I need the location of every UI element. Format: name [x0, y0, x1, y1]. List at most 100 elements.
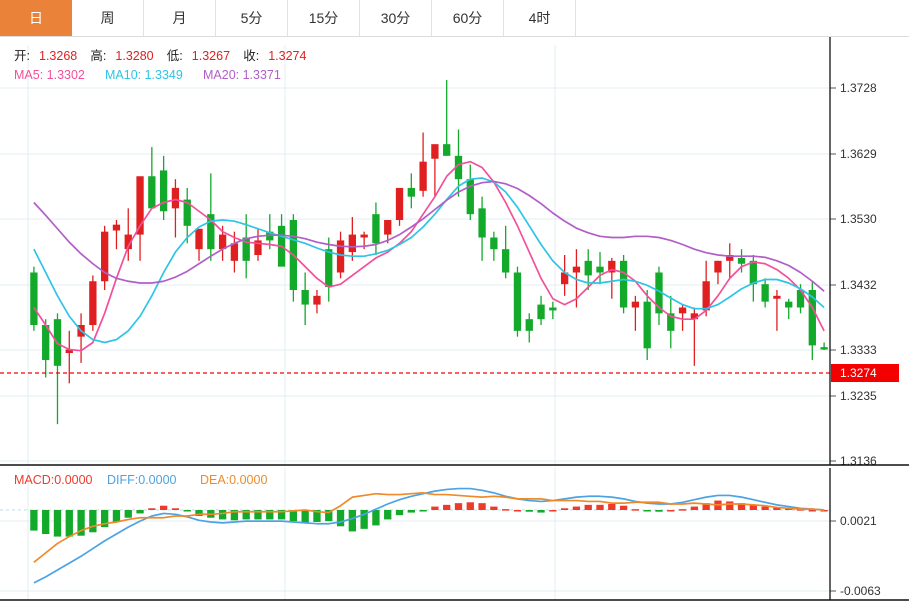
macd-bar	[820, 510, 828, 512]
macd-bar	[690, 506, 699, 510]
ma-legend-ma10: MA10: 1.3349	[105, 68, 183, 82]
macd-bar	[431, 506, 439, 510]
macd-bar	[101, 510, 109, 528]
candle-body	[808, 290, 816, 346]
ma-legend-ma5: MA5: 1.3302	[14, 68, 85, 82]
candle-body	[560, 272, 569, 285]
macd-bar	[454, 503, 463, 510]
tab-5min[interactable]: 5分	[216, 0, 288, 36]
macd-bar	[584, 504, 592, 510]
macd-bar	[195, 510, 203, 516]
candle-body	[348, 234, 356, 253]
candle-body	[690, 313, 699, 320]
ohlc-legend-low-label: 低:	[167, 49, 183, 63]
candle-body	[596, 266, 604, 273]
macd-bar	[596, 504, 604, 510]
macd-bar	[761, 506, 769, 510]
macd-bar	[372, 510, 380, 526]
candle-body	[112, 224, 121, 231]
macd-dea-line	[33, 492, 825, 563]
macd-bar	[112, 510, 121, 522]
tab-month[interactable]: 月	[144, 0, 216, 36]
tab-week[interactable]: 周	[72, 0, 144, 36]
macd-legend-macd: MACD:0.0000	[14, 473, 93, 487]
macd-bar	[608, 504, 616, 510]
macd-bar	[277, 510, 286, 520]
macd-bar	[678, 509, 687, 511]
macd-bar	[513, 510, 522, 512]
ma-legend-ma20: MA20: 1.3371	[203, 68, 281, 82]
macd-bar	[407, 510, 415, 513]
macd-legend-diff: DIFF:0.0000	[107, 473, 177, 487]
macd-bar	[325, 510, 333, 522]
tab-30min[interactable]: 30分	[360, 0, 432, 36]
ohlc-legend-open-value: 1.3268	[39, 49, 77, 63]
macd-bar	[572, 506, 581, 510]
candle-body	[159, 170, 168, 212]
macd-bar	[502, 509, 510, 511]
macd-bar	[266, 510, 274, 520]
candle-body	[737, 257, 746, 264]
candle-body	[820, 347, 828, 350]
macd-bar	[785, 508, 793, 510]
macd-bar	[360, 510, 368, 529]
candle-body	[360, 234, 368, 238]
ohlc-legend-low-value: 1.3267	[192, 49, 230, 63]
last-price-tag	[831, 364, 899, 382]
chart-canvas[interactable]: 1.3728 1.3629 1.3530 1.3432 1.3333 1.3235 1.31…	[0, 37, 909, 602]
macd-bar	[643, 510, 651, 512]
ohlc-legend-close-value: 1.3274	[268, 49, 306, 63]
tab-day[interactable]: 日	[0, 0, 72, 36]
macd-bar	[289, 510, 298, 522]
ohlc-legend-high-label: 高:	[90, 48, 106, 63]
price-tick-label: 1.3629	[840, 147, 877, 161]
macd-diff-line	[33, 487, 825, 584]
macd-bar	[124, 510, 132, 518]
macd-bar	[53, 510, 62, 537]
candle-body	[678, 307, 687, 314]
candle-body	[726, 255, 734, 261]
candle-body	[537, 304, 545, 320]
macd-signal-lines	[33, 487, 825, 584]
candle-body	[207, 214, 215, 250]
price-tick-label: 1.3235	[840, 389, 877, 403]
tab-4hour[interactable]: 4时	[504, 0, 576, 36]
candle-body	[254, 240, 262, 255]
candle-body	[171, 187, 180, 209]
timeframe-tabbar: 日周月 5分 15分 30分 60分 4时	[0, 0, 909, 37]
price-tick-label: 1.3333	[840, 343, 877, 357]
candle-body	[101, 231, 109, 282]
macd-bar	[136, 510, 144, 514]
tab-60min[interactable]: 60分	[432, 0, 504, 36]
price-axis: 1.3728 1.3629 1.3530 1.3432 1.3333 1.3235 1.31…	[830, 81, 899, 468]
macd-bar	[230, 510, 239, 521]
macd-bar	[30, 510, 38, 531]
candle-body	[30, 272, 38, 325]
macd-bar	[655, 510, 663, 512]
candle-body	[631, 301, 640, 308]
tab-15min[interactable]: 15分	[288, 0, 360, 36]
candle-body	[42, 325, 50, 360]
candle-body	[584, 260, 592, 276]
candle-body	[136, 176, 144, 235]
macd-bar	[159, 505, 168, 510]
macd-bar	[737, 503, 746, 510]
macd-bar	[808, 510, 816, 512]
candle-body	[419, 161, 427, 191]
macd-tick-label: -0.0063	[840, 584, 881, 598]
candle-body	[336, 240, 345, 273]
candle-body	[608, 260, 616, 273]
macd-bar	[313, 510, 321, 522]
candle-body	[525, 319, 533, 331]
candle-body	[325, 249, 333, 288]
candle-body	[454, 155, 463, 180]
candle-body	[372, 214, 380, 244]
candle-body	[242, 237, 250, 261]
candle-body	[89, 281, 97, 325]
candle-body	[572, 266, 581, 273]
candle-body	[230, 243, 239, 261]
macd-bar	[384, 510, 392, 520]
candle-body	[785, 301, 793, 308]
macd-bar	[490, 506, 498, 510]
macd-bar	[301, 510, 309, 523]
